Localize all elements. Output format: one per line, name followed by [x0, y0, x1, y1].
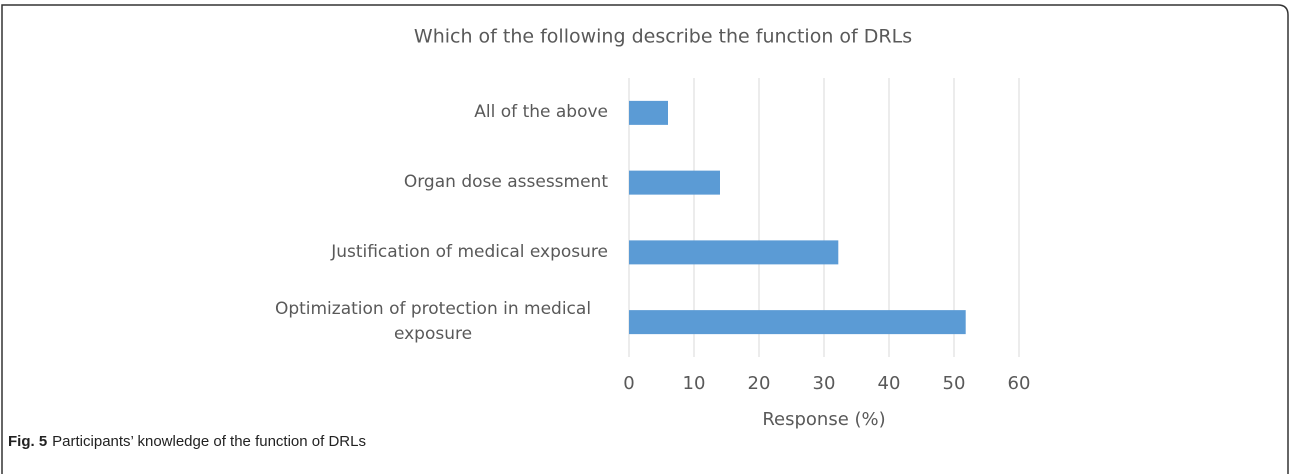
y-tick-label: Optimization of protection in medical ex… [274, 299, 592, 345]
caption-label: Fig. 5 [8, 433, 48, 450]
y-tick-label-box: Justification of medical exposure [331, 222, 608, 282]
x-tick-label: 60 [1008, 373, 1031, 394]
caption-text: Participants’ knowledge of the function … [52, 433, 366, 450]
bar [629, 310, 966, 335]
bar [629, 100, 668, 125]
x-tick-label: 10 [683, 373, 706, 394]
y-tick-label-box: Optimization of protection in medical ex… [258, 292, 608, 352]
frame [1, 4, 1289, 474]
x-tick-label: 30 [813, 373, 836, 394]
y-tick-label-box: Organ dose assessment [404, 153, 608, 213]
bar [629, 240, 839, 265]
bar [629, 170, 720, 195]
x-tick-label: 20 [748, 373, 771, 394]
x-tick-label: 0 [623, 373, 634, 394]
x-tick-label: 40 [878, 373, 901, 394]
caption: Fig. 5 Participants’ knowledge of the fun… [8, 433, 366, 450]
chart-title: Which of the following describe the func… [414, 26, 912, 48]
y-tick-label: Organ dose assessment [403, 172, 608, 193]
x-axis-title: Response (%) [762, 409, 885, 430]
y-tick-label: All of the above [474, 102, 608, 123]
y-tick-label: Justification of medical exposure [331, 241, 608, 262]
x-tick-label: 50 [943, 373, 966, 394]
y-tick-label-box: All of the above [474, 83, 608, 143]
